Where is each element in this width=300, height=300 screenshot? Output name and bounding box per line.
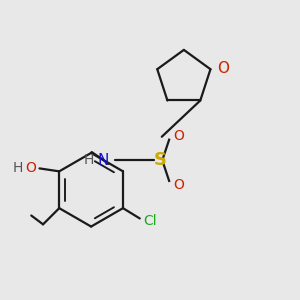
- Text: S: S: [154, 151, 167, 169]
- Text: O: O: [174, 129, 184, 143]
- Text: O: O: [217, 61, 229, 76]
- Text: Cl: Cl: [144, 214, 157, 228]
- Text: O: O: [174, 178, 184, 192]
- Text: H: H: [13, 161, 23, 175]
- Text: O: O: [26, 161, 36, 175]
- Text: H: H: [84, 153, 94, 167]
- Text: N: N: [98, 152, 109, 167]
